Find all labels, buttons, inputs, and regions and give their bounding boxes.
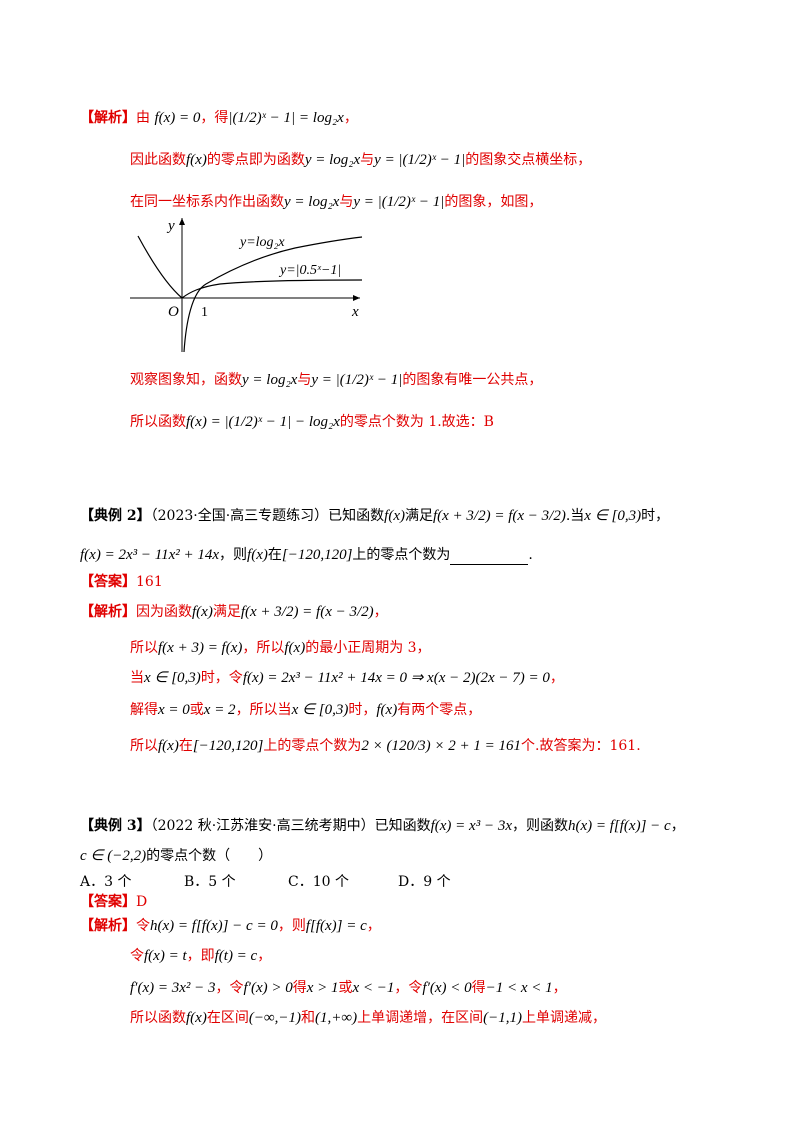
option-c: C．10 个 bbox=[288, 874, 349, 890]
math-expr: f(x) = 0 bbox=[154, 110, 201, 126]
x-axis-arrow bbox=[353, 295, 360, 301]
ex2-sol4: 解得x = 0或x = 2，所以当x ∈ [0,3)时，f(x)有两个零点， bbox=[130, 702, 482, 718]
ex2-answer: 【答案】161 bbox=[80, 572, 163, 592]
option-a: A．3 个 bbox=[80, 874, 132, 890]
ex3-sol4: 所以函数f(x)在区间(−∞,−1)和(1,+∞)上单调递增，在区间(−1,1)… bbox=[130, 1010, 606, 1026]
log-curve-label: y=log₂x bbox=[238, 235, 285, 250]
sol1-line4: 观察图象知，函数y = log₂x与y = |(1/2)ˣ − 1|的图象有唯一… bbox=[130, 372, 543, 388]
solution-tag: 【解析】 bbox=[80, 110, 136, 126]
option-d: D．9 个 bbox=[398, 874, 451, 890]
function-graph: y x O 1 y=log₂x y=|0.5ˣ−1| bbox=[130, 218, 363, 353]
example-tag: 【典例 2】 bbox=[80, 508, 151, 524]
ex3-sol2: 令f(x) = t，即f(t) = c， bbox=[130, 948, 272, 964]
answer-value: D bbox=[136, 894, 148, 910]
sol1-line5: 所以函数f(x) = |(1/2)ˣ − 1| − log₂x的零点个数为 1.… bbox=[130, 414, 494, 430]
answer-blank bbox=[450, 550, 529, 565]
y-axis-arrow bbox=[179, 218, 185, 225]
sol1-line1: 【解析】由 f(x) = 0，得|(1/2)ˣ − 1| = log₂x， bbox=[80, 110, 358, 126]
ex2-line2: f(x) = 2x³ − 11x² + 14x，则f(x)在[−120,120]… bbox=[80, 547, 533, 565]
ex3-sol1: 【解析】令h(x) = f[f(x)] − c = 0，则f[f(x)] = c… bbox=[80, 918, 381, 934]
ex2-sol2: 所以f(x + 3) = f(x)，所以f(x)的最小正周期为 3， bbox=[130, 640, 431, 656]
option-b: B．5 个 bbox=[184, 874, 236, 890]
log-curve bbox=[183, 236, 363, 353]
ex2-line1: 【典例 2】（2023·全国·高三专题练习）已知函数f(x)满足f(x + 3/… bbox=[80, 508, 670, 524]
math-expr: |(1/2)ˣ − 1| = log₂x bbox=[228, 110, 344, 126]
ex3-sol3: f′(x) = 3x² − 3，令f′(x) > 0得x > 1或x < −1，… bbox=[130, 980, 567, 996]
origin-label: O bbox=[168, 304, 179, 320]
tick-one-label: 1 bbox=[201, 305, 208, 320]
sol1-line3: 在同一坐标系内作出函数y = log₂x与y = |(1/2)ˣ − 1|的图象… bbox=[130, 194, 543, 210]
solution-tag: 【解析】 bbox=[80, 918, 136, 934]
example-tag: 【典例 3】 bbox=[80, 818, 151, 834]
abs-curve-label: y=|0.5ˣ−1| bbox=[278, 263, 341, 278]
ex2-sol3: 当x ∈ [0,3)时，令f(x) = 2x³ − 11x² + 14x = 0… bbox=[130, 670, 564, 686]
solution-tag: 【解析】 bbox=[80, 604, 136, 620]
sol1-line2: 因此函数f(x)的零点即为函数y = log₂x与y = |(1/2)ˣ − 1… bbox=[130, 152, 592, 168]
ex2-sol5: 所以f(x)在[−120,120]上的零点个数为2 × (120/3) × 2 … bbox=[130, 738, 641, 754]
answer-tag: 【答案】 bbox=[80, 574, 136, 590]
answer-tag: 【答案】 bbox=[80, 894, 136, 910]
answer-value: 161 bbox=[136, 574, 163, 590]
ex3-line1: 【典例 3】（2022 秋·江苏淮安·高三统考期中）已知函数f(x) = x³ … bbox=[80, 818, 685, 834]
ex2-sol1: 【解析】因为函数f(x)满足f(x + 3/2) = f(x − 3/2)， bbox=[80, 604, 388, 620]
y-axis-label: y bbox=[166, 218, 175, 234]
x-axis-label: x bbox=[351, 304, 359, 320]
ex3-answer: 【答案】D bbox=[80, 892, 147, 912]
ex3-line2: c ∈ (−2,2)的零点个数（ ） bbox=[80, 848, 273, 864]
abs-exp-curve bbox=[137, 235, 363, 299]
